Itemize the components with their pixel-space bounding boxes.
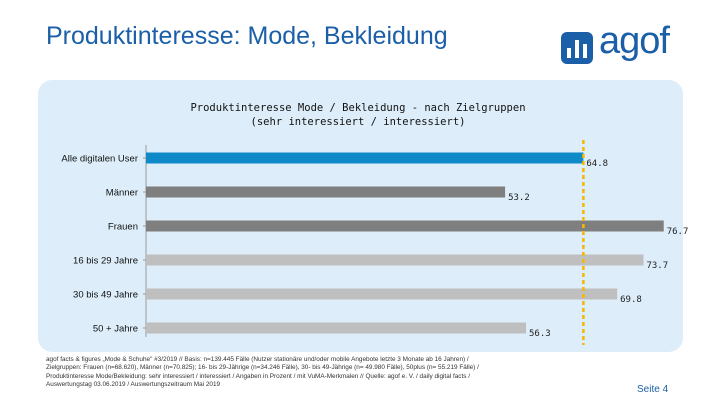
bar [146, 322, 527, 334]
bar [146, 186, 506, 198]
value-label: 53.2 [508, 193, 530, 203]
category-label: Männer [106, 188, 138, 199]
category-label: 16 bis 29 Jahre [73, 256, 138, 267]
footnote-line: Zielgruppen: Frauen (n=68.620), Männer (… [46, 364, 479, 372]
bar [146, 288, 618, 300]
page-number: Seite 4 [637, 384, 669, 395]
category-label: Frauen [108, 222, 138, 233]
bar [146, 254, 644, 266]
logo-text: agof [599, 20, 670, 62]
footnote-line: agof facts & figures „Mode & Schuhe" #3/… [46, 356, 469, 363]
category-label: 30 bis 49 Jahre [73, 290, 138, 301]
chart-subtitle: (sehr interessiert / interessiert) [251, 116, 466, 128]
category-label: Alle digitalen User [61, 154, 138, 165]
footnote: agof facts & figures „Mode & Schuhe" #3/… [46, 356, 606, 390]
page-title: Produktinteresse: Mode, Bekleidung [46, 22, 448, 50]
bar [146, 220, 664, 232]
bar [146, 152, 584, 164]
footnote-line: Produktinteresse Mode/Bekleidung: sehr i… [46, 372, 470, 380]
agof-logo: agof [561, 20, 681, 68]
value-label: 73.7 [646, 261, 668, 271]
category-label: 50 + Jahre [93, 324, 138, 335]
footnote-line: Auswertungstag 03.06.2019 / Auswertungsz… [46, 381, 221, 389]
value-label: 56.3 [529, 329, 551, 339]
value-label: 64.8 [586, 159, 608, 169]
chart-title: Produktinteresse Mode / Bekleidung - nac… [190, 102, 525, 114]
value-label: 76.7 [667, 227, 689, 237]
value-label: 69.8 [620, 295, 642, 305]
bar-chart-logo-icon [561, 32, 593, 64]
